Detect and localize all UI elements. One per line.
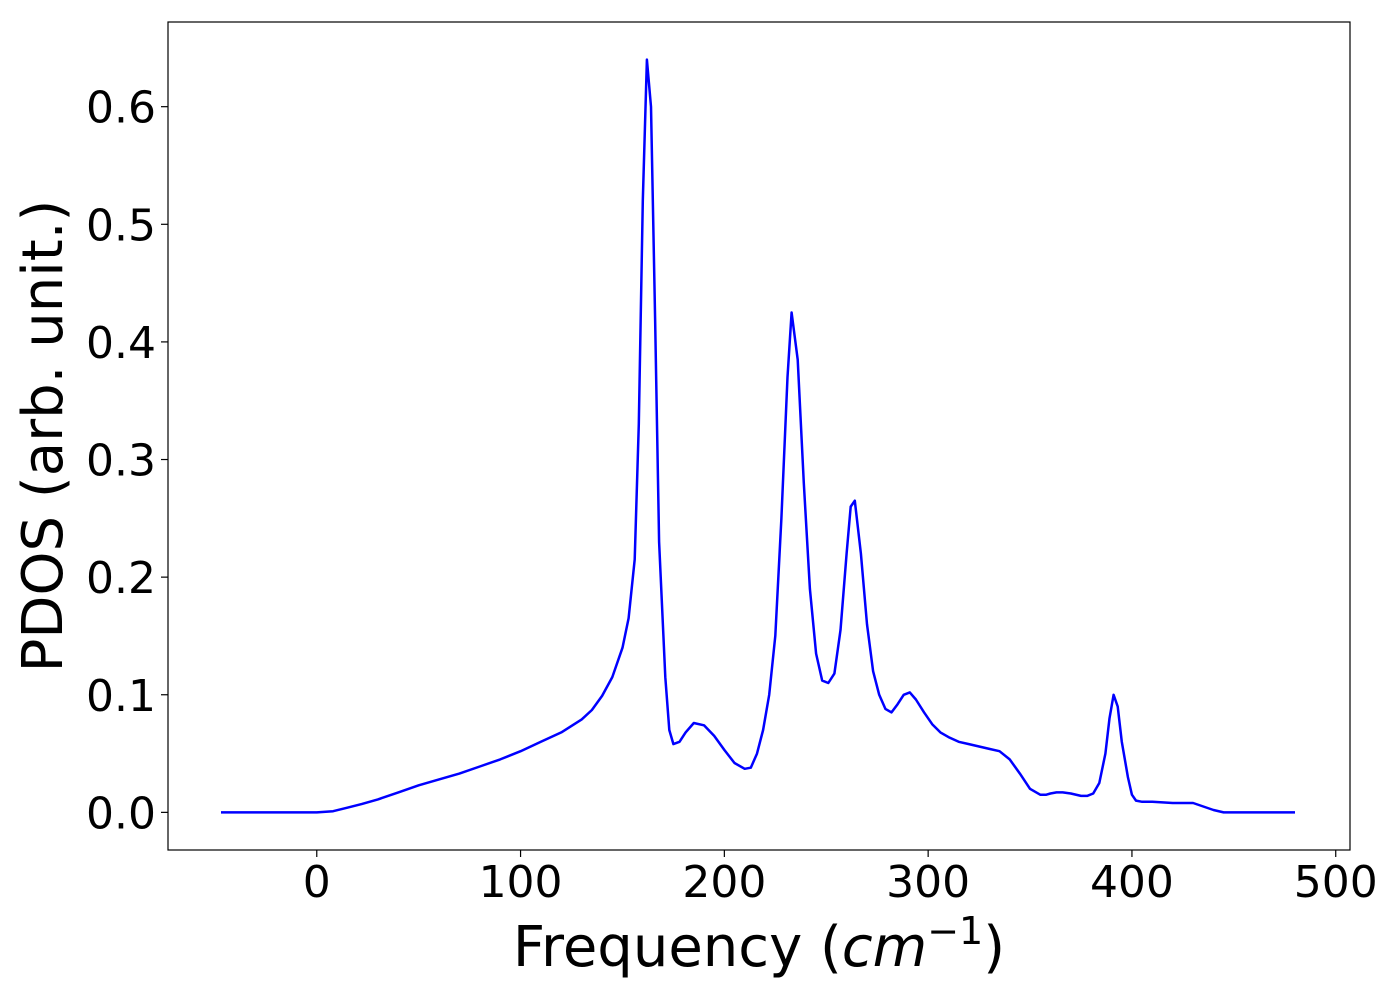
- y-tick-label: 0.2: [86, 553, 156, 604]
- x-tick-label: 500: [1294, 857, 1378, 908]
- y-tick-label: 0.6: [86, 83, 156, 134]
- x-tick-label: 0: [303, 857, 331, 908]
- y-tick-label: 0.1: [86, 671, 156, 722]
- pdos-series-line: [221, 58, 1295, 814]
- y-tick-label: 0.3: [86, 436, 156, 487]
- plot-frame: [167, 21, 1351, 851]
- x-tick-label: 400: [1090, 857, 1174, 908]
- x-tick-label: 100: [479, 857, 563, 908]
- x-tick-label: 200: [682, 857, 766, 908]
- x-axis-label: Frequency (cm−1): [513, 909, 1005, 980]
- y-tick-label: 0.0: [86, 788, 156, 839]
- y-tick-label: 0.5: [86, 200, 156, 251]
- y-tick-label: 0.4: [86, 318, 156, 369]
- x-tick-label: 300: [886, 857, 970, 908]
- y-axis: 0.0 0.1 0.2 0.3 0.4 0.5 0.6: [86, 83, 168, 839]
- y-axis-label: PDOS (arb. unit.): [11, 200, 76, 673]
- x-axis: 0 100 200 300 400 500: [303, 850, 1378, 908]
